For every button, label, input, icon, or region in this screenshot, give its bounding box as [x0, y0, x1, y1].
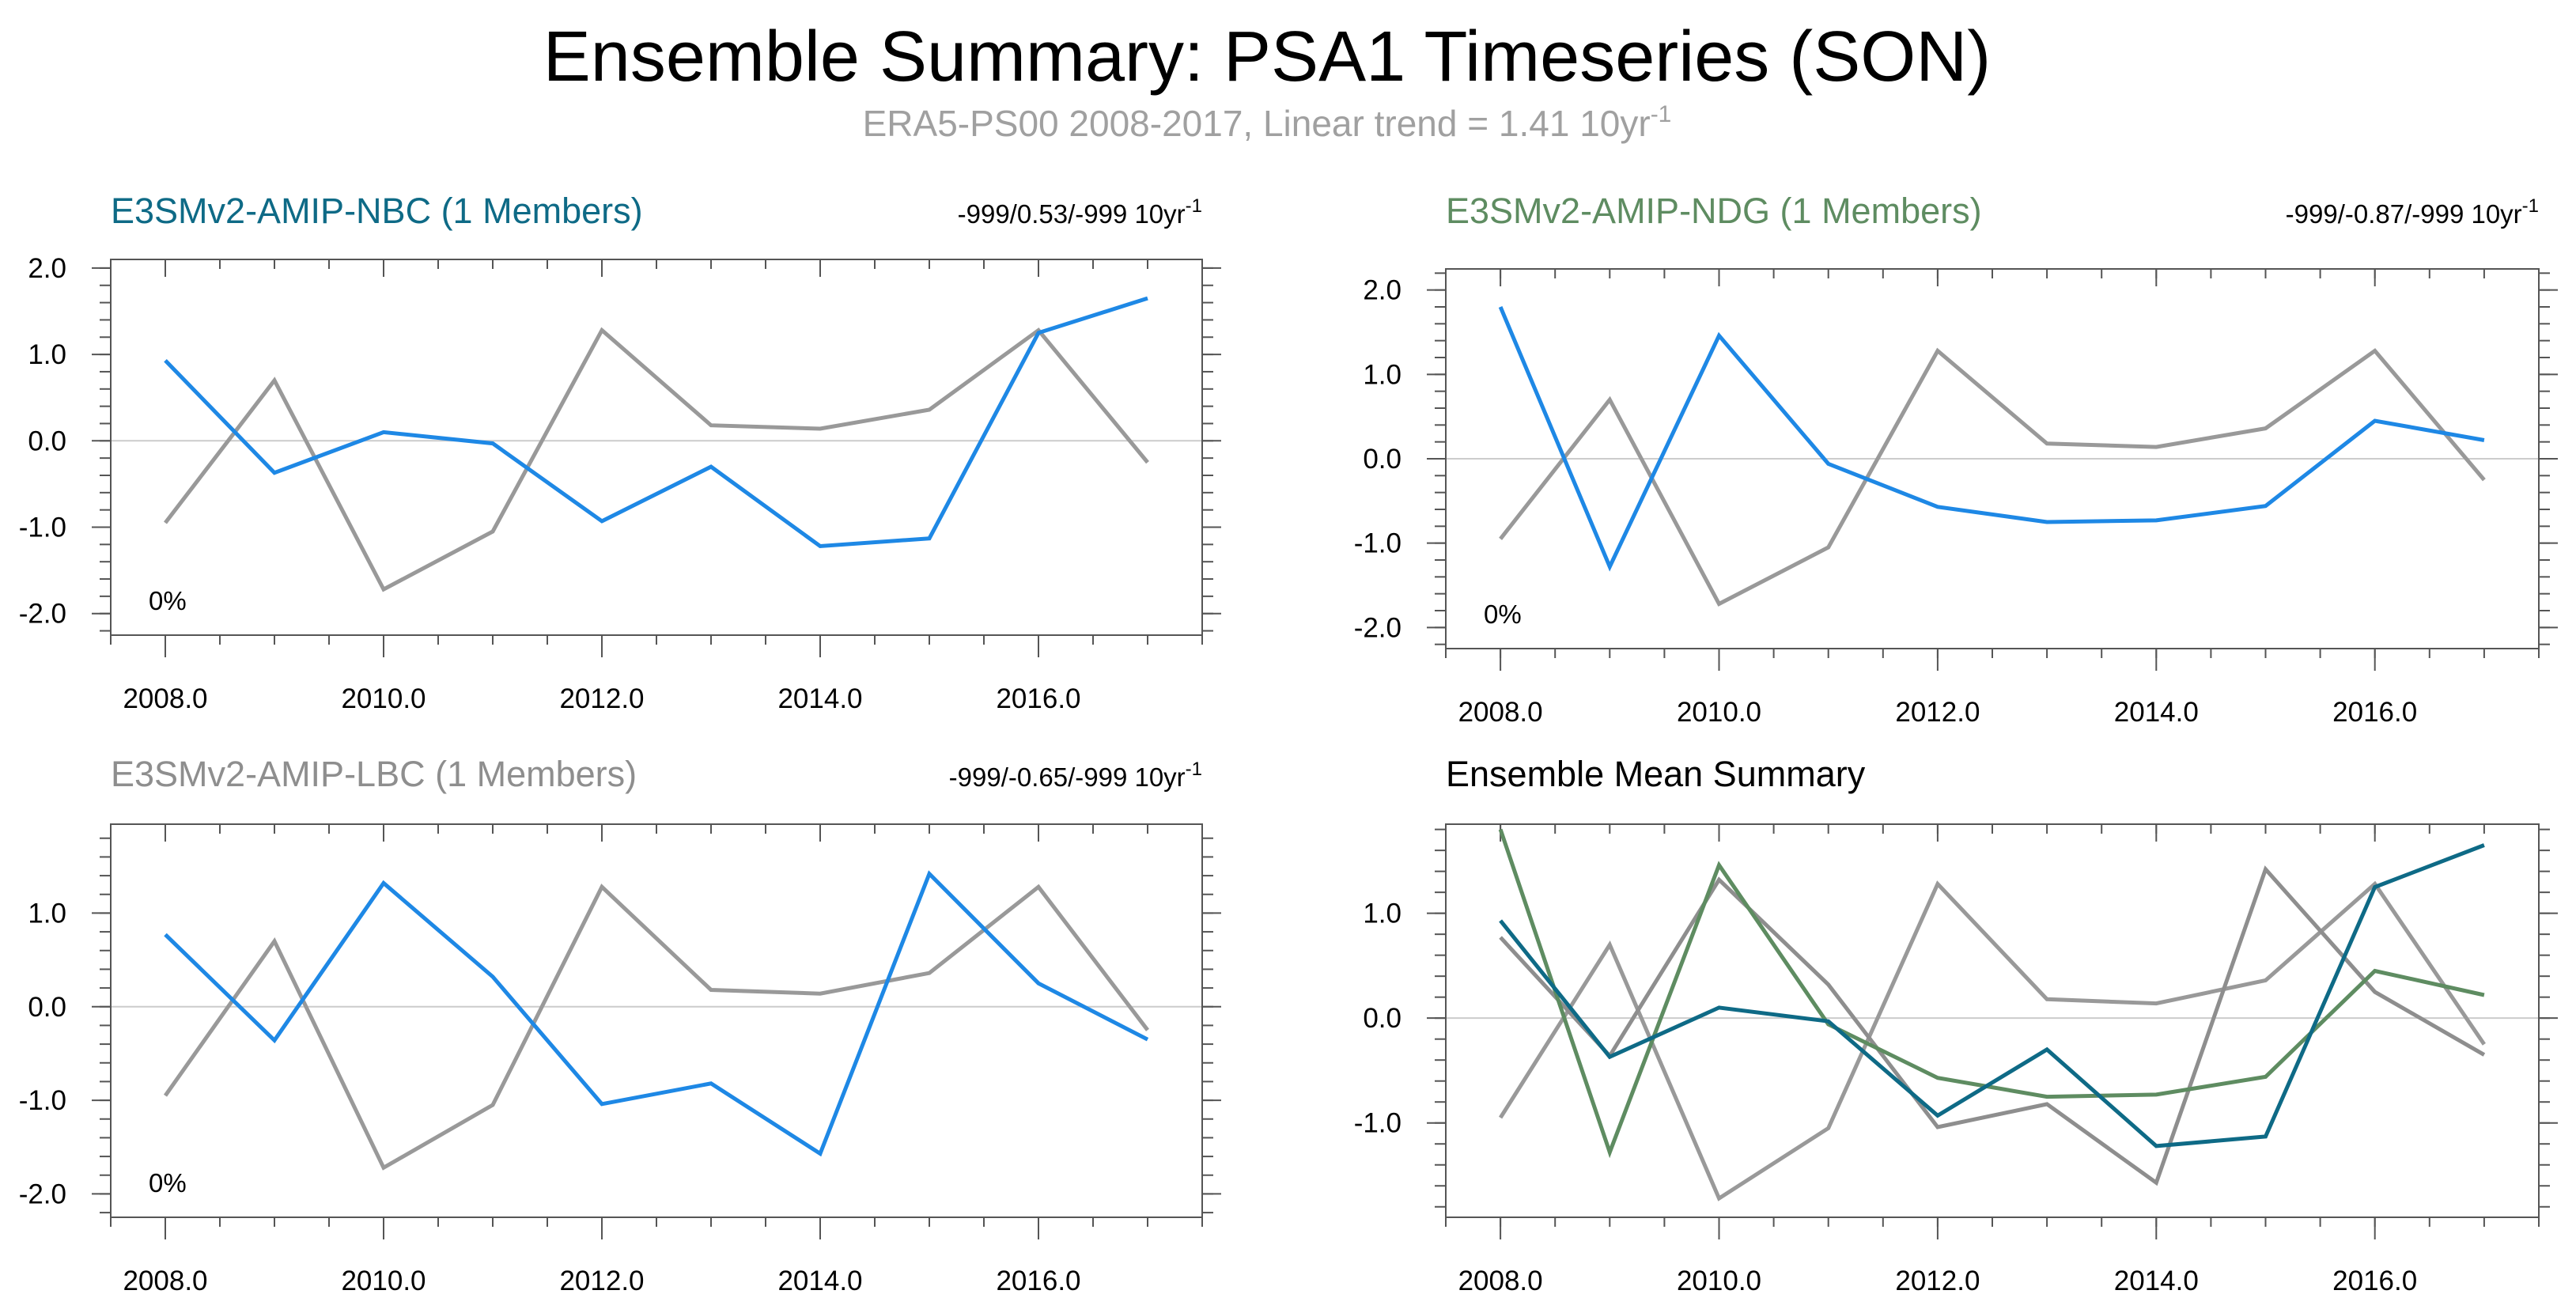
- panel-trend-label: -999/-0.65/-999 10yr-1: [949, 759, 1202, 792]
- y-tick-label: -2.0: [19, 1179, 66, 1209]
- x-tick-label: 2016.0: [996, 683, 1080, 714]
- y-tick-label: 0.0: [1363, 1003, 1401, 1034]
- x-tick-label: 2010.0: [1677, 1266, 1761, 1296]
- panel-trend-exponent: -1: [1186, 759, 1202, 780]
- series-line-era5-ps00: [1499, 347, 2486, 607]
- percent-label: 0%: [1484, 600, 1522, 629]
- series-line-e3smv2-amip-ndg: [1498, 828, 2485, 1159]
- x-tick-label: 2012.0: [1895, 1266, 1980, 1296]
- chart-panel-bottom-left: E3SMv2-AMIP-LBC (1 Members) -999/-0.65/-9…: [19, 754, 1221, 1296]
- x-tick-label: 2016.0: [2332, 697, 2417, 728]
- panel-title: E3SMv2-AMIP-NBC (1 Members): [111, 191, 643, 231]
- panel-title: E3SMv2-AMIP-NDG (1 Members): [1446, 191, 1982, 231]
- x-tick-label: 2012.0: [1895, 697, 1980, 728]
- chart-panel-bottom-right: Ensemble Mean Summary 2008.0 2010.0 2012.0 2…: [1354, 754, 2558, 1296]
- series-line-e3smv2-amip-lbc: [164, 870, 1149, 1157]
- x-tick-label: 2016.0: [996, 1266, 1080, 1296]
- y-tick-label: 1.0: [28, 339, 66, 370]
- y-tick-label: 1.0: [1363, 899, 1401, 929]
- x-tick-label: 2012.0: [559, 683, 644, 714]
- x-tick-label: 2014.0: [2114, 1266, 2199, 1296]
- y-tick-label: 2.0: [1363, 275, 1401, 306]
- series-line-e3smv2-amip-nbc: [164, 296, 1148, 549]
- panel-trend-value: -999/0.53/-999 10yr: [958, 199, 1186, 229]
- percent-label: 0%: [149, 1168, 187, 1198]
- y-tick-label: -1.0: [19, 1085, 66, 1116]
- y-tick-label: -2.0: [1354, 612, 1401, 643]
- x-tick-label: 2014.0: [2114, 697, 2199, 728]
- y-tick-label: -2.0: [19, 599, 66, 630]
- x-tick-label: 2008.0: [1458, 1266, 1543, 1296]
- panel-trend-value: -999/-0.87/-999 10yr: [2286, 199, 2522, 229]
- x-tick-label: 2008.0: [123, 683, 207, 714]
- chart-panel-top-right: E3SMv2-AMIP-NDG (1 Members) -999/-0.87/-9…: [1354, 191, 2558, 728]
- y-tick-label: 0.0: [28, 426, 66, 456]
- y-tick-label: 0.0: [28, 992, 66, 1023]
- x-tick-label: 2014.0: [777, 1266, 862, 1296]
- x-tick-label: 2008.0: [1458, 697, 1543, 728]
- y-tick-label: -1.0: [1354, 1108, 1401, 1139]
- series-line-e3smv2-amip-lbc: [1499, 865, 2486, 1186]
- y-tick-label: -1.0: [1354, 528, 1401, 559]
- figure-subtitle: ERA5-PS00 2008-2017, Linear trend = 1.41…: [863, 101, 1672, 144]
- x-tick-label: 2010.0: [341, 1266, 426, 1296]
- chart-panel-top-left: E3SMv2-AMIP-NBC (1 Members) -999/0.53/-99…: [19, 191, 1221, 714]
- x-tick-label: 2010.0: [1677, 697, 1761, 728]
- series-line-e3smv2-amip-ndg: [1498, 306, 2485, 572]
- x-tick-label: 2016.0: [2332, 1266, 2417, 1296]
- series-line-era5-ps00: [163, 884, 1149, 1171]
- x-tick-label: 2012.0: [559, 1266, 644, 1296]
- percent-label: 0%: [149, 586, 187, 615]
- figure-subtitle-exponent: -1: [1651, 101, 1672, 127]
- x-tick-label: 2008.0: [123, 1266, 207, 1296]
- panel-title: E3SMv2-AMIP-LBC (1 Members): [111, 754, 637, 794]
- panel-trend-label: -999/0.53/-999 10yr-1: [958, 195, 1202, 229]
- series-line-e3smv2-amip-nbc: [1499, 843, 2485, 1148]
- y-tick-label: 2.0: [28, 253, 66, 284]
- x-tick-label: 2010.0: [341, 683, 426, 714]
- y-tick-label: 0.0: [1363, 444, 1401, 475]
- plot-frame: [110, 823, 1203, 1218]
- panel-trend-value: -999/-0.65/-999 10yr: [949, 762, 1186, 792]
- plot-frame: [110, 259, 1203, 636]
- panel-trend-label: -999/-0.87/-999 10yr-1: [2286, 195, 2539, 229]
- figure-subtitle-text: ERA5-PS00 2008-2017, Linear trend = 1.41…: [863, 103, 1651, 144]
- panels: E3SMv2-AMIP-NBC (1 Members) -999/0.53/-99…: [19, 191, 2558, 1296]
- x-tick-label: 2014.0: [777, 683, 862, 714]
- figure-title: Ensemble Summary: PSA1 Timeseries (SON): [543, 17, 1992, 96]
- panel-trend-exponent: -1: [2522, 195, 2539, 217]
- series-line-era5-ps00: [164, 327, 1149, 592]
- y-tick-label: 1.0: [28, 898, 66, 929]
- y-tick-label: 1.0: [1363, 359, 1401, 390]
- y-tick-label: -1.0: [19, 513, 66, 543]
- panel-trend-exponent: -1: [1186, 195, 1202, 217]
- panel-title: Ensemble Mean Summary: [1446, 754, 1866, 794]
